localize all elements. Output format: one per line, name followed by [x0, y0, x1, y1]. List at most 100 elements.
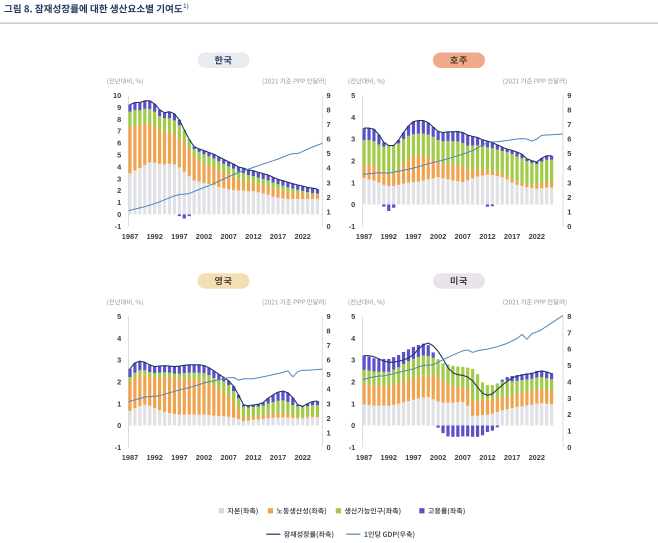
svg-text:1: 1 [351, 178, 355, 187]
svg-text:8: 8 [567, 312, 571, 321]
svg-text:-1: -1 [349, 222, 356, 231]
svg-text:2: 2 [567, 410, 571, 419]
svg-text:0: 0 [327, 222, 331, 231]
svg-text:3: 3 [567, 178, 571, 187]
svg-text:2: 2 [327, 193, 331, 202]
svg-text:8: 8 [327, 106, 331, 115]
svg-text:1987: 1987 [356, 232, 372, 241]
svg-text:5: 5 [567, 361, 571, 370]
svg-text:1: 1 [567, 207, 571, 216]
svg-text:5: 5 [351, 91, 355, 100]
svg-text:2: 2 [327, 414, 331, 423]
svg-text:2012: 2012 [479, 232, 495, 241]
svg-text:3: 3 [327, 399, 331, 408]
svg-text:6: 6 [567, 135, 571, 144]
svg-text:1: 1 [351, 399, 355, 408]
svg-text:2002: 2002 [196, 232, 212, 241]
svg-text:5: 5 [117, 151, 121, 160]
svg-text:4: 4 [351, 334, 356, 343]
svg-text:10: 10 [113, 91, 121, 100]
svg-text:2: 2 [567, 193, 571, 202]
svg-text:2012: 2012 [245, 453, 261, 462]
svg-text:4: 4 [117, 162, 122, 171]
svg-text:6: 6 [327, 356, 331, 365]
svg-text:2007: 2007 [220, 232, 236, 241]
svg-text:2: 2 [117, 377, 121, 386]
svg-text:1: 1 [117, 198, 121, 207]
svg-text:5: 5 [567, 149, 571, 158]
svg-text:1997: 1997 [405, 453, 421, 462]
svg-text:7: 7 [567, 328, 571, 337]
svg-text:6: 6 [117, 139, 121, 148]
svg-text:-1: -1 [115, 222, 122, 231]
svg-text:0: 0 [117, 421, 121, 430]
svg-text:5: 5 [327, 370, 331, 379]
svg-text:4: 4 [327, 164, 332, 173]
svg-text:8: 8 [327, 327, 331, 336]
svg-text:1992: 1992 [146, 453, 162, 462]
svg-text:3: 3 [351, 356, 355, 365]
svg-text:1: 1 [327, 207, 331, 216]
svg-text:-1: -1 [349, 443, 356, 452]
svg-text:2022: 2022 [529, 453, 545, 462]
svg-text:1987: 1987 [122, 453, 138, 462]
svg-text:5: 5 [327, 149, 331, 158]
svg-text:6: 6 [327, 135, 331, 144]
svg-text:7: 7 [327, 341, 331, 350]
svg-text:-1: -1 [115, 443, 122, 452]
svg-text:2: 2 [351, 156, 355, 165]
svg-text:1997: 1997 [171, 232, 187, 241]
svg-text:0: 0 [117, 210, 121, 219]
svg-text:9: 9 [117, 103, 121, 112]
svg-text:3: 3 [327, 178, 331, 187]
svg-text:7: 7 [327, 120, 331, 129]
svg-text:7: 7 [567, 120, 571, 129]
svg-text:2: 2 [117, 186, 121, 195]
svg-text:1992: 1992 [146, 232, 162, 241]
svg-text:0: 0 [327, 443, 331, 452]
svg-text:0: 0 [351, 421, 355, 430]
svg-text:2002: 2002 [196, 453, 212, 462]
svg-text:4: 4 [567, 164, 572, 173]
svg-text:2022: 2022 [294, 453, 310, 462]
svg-text:1987: 1987 [356, 453, 372, 462]
svg-text:2017: 2017 [270, 453, 286, 462]
svg-text:7: 7 [117, 127, 121, 136]
svg-text:6: 6 [567, 345, 571, 354]
svg-text:1992: 1992 [381, 232, 397, 241]
svg-text:1992: 1992 [381, 453, 397, 462]
svg-text:2017: 2017 [504, 453, 520, 462]
svg-text:0: 0 [567, 443, 571, 452]
svg-text:9: 9 [567, 91, 571, 100]
svg-text:4: 4 [327, 385, 332, 394]
svg-text:2002: 2002 [430, 232, 446, 241]
svg-text:9: 9 [327, 312, 331, 321]
svg-text:1997: 1997 [171, 453, 187, 462]
svg-text:5: 5 [117, 312, 121, 321]
svg-text:2022: 2022 [294, 232, 310, 241]
svg-text:3: 3 [117, 356, 121, 365]
svg-text:2007: 2007 [455, 453, 471, 462]
svg-text:1: 1 [327, 428, 331, 437]
svg-text:1): 1) [183, 3, 189, 10]
svg-text:3: 3 [351, 135, 355, 144]
svg-text:2017: 2017 [270, 232, 286, 241]
svg-text:1: 1 [567, 427, 571, 436]
svg-text:8: 8 [117, 115, 121, 124]
svg-text:2002: 2002 [430, 453, 446, 462]
svg-text:4: 4 [567, 377, 572, 386]
svg-text:0: 0 [351, 200, 355, 209]
svg-text:2017: 2017 [504, 232, 520, 241]
svg-text:2: 2 [351, 377, 355, 386]
svg-text:2012: 2012 [479, 453, 495, 462]
svg-text:4: 4 [351, 113, 356, 122]
svg-text:2022: 2022 [529, 232, 545, 241]
svg-text:1: 1 [117, 399, 121, 408]
svg-text:2007: 2007 [455, 232, 471, 241]
svg-text:1997: 1997 [405, 232, 421, 241]
svg-text:2007: 2007 [220, 453, 236, 462]
svg-text:0: 0 [567, 222, 571, 231]
svg-text:5: 5 [351, 312, 355, 321]
svg-text:2012: 2012 [245, 232, 261, 241]
svg-text:4: 4 [117, 334, 122, 343]
